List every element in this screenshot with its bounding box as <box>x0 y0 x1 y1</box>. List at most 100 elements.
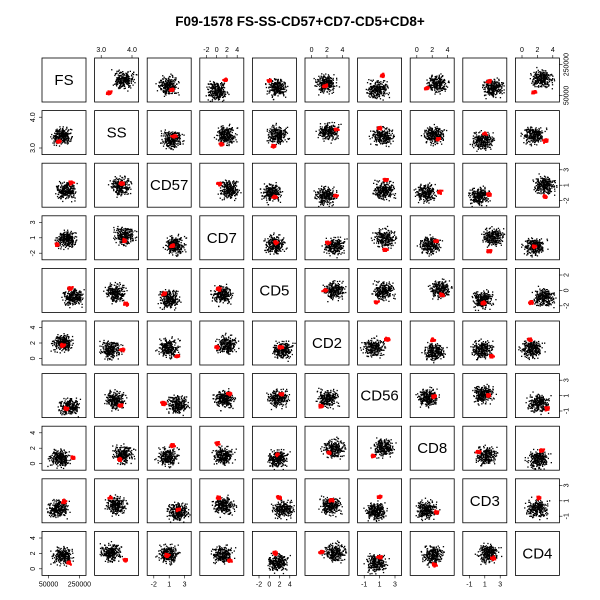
tick-label: 2 <box>30 341 37 345</box>
tick-label: -2 <box>563 197 570 203</box>
all-events-cloud <box>482 77 505 100</box>
cell-cd7-vs-cd2 <box>304 215 350 261</box>
panel-frame <box>304 267 350 313</box>
gated-events-cluster <box>531 90 538 95</box>
all-events-cloud <box>112 443 137 466</box>
all-events-cloud <box>46 498 71 520</box>
gated-events-cluster <box>480 300 487 306</box>
cell-cd5-vs-cd2 <box>304 267 350 313</box>
tick-label: 1 <box>167 581 171 588</box>
all-events-cloud <box>415 497 441 522</box>
panel-frame <box>462 110 508 155</box>
tick-label: 4 <box>446 47 450 54</box>
gated-events-cluster <box>439 292 445 298</box>
gated-events-cluster <box>168 87 175 92</box>
all-events-cloud <box>426 73 450 95</box>
panel-frame <box>515 215 560 261</box>
panel-frame <box>409 320 455 366</box>
gated-events-cluster <box>122 557 128 563</box>
panel-frame <box>409 267 455 313</box>
tick-label: 0 <box>310 47 314 54</box>
gated-events-cluster <box>222 77 228 82</box>
gated-events-cluster <box>318 549 325 555</box>
cell-fs-vs-cd8 <box>409 57 455 103</box>
panel-frame <box>146 425 192 471</box>
panel-frame <box>462 162 508 208</box>
tick-label: 1 <box>563 394 570 398</box>
all-events-cloud <box>532 173 558 196</box>
tick-label: 1 <box>483 581 487 588</box>
all-events-cloud <box>107 175 133 198</box>
gated-events-cluster <box>318 403 324 409</box>
cell-cd4-vs-cd56 <box>357 531 403 576</box>
gated-events-cluster <box>215 286 222 292</box>
cell-cd57-vs-cd3 <box>462 162 508 208</box>
cell-cd4-vs-cd5 <box>251 531 297 576</box>
panel-frame <box>409 531 455 576</box>
left-axis-cd2: 0 2 4 <box>30 326 42 360</box>
tick-label: 0 <box>267 581 271 588</box>
tick-label: 0 <box>215 47 219 54</box>
cell-cd7-vs-ss <box>94 215 139 261</box>
cell-ss-vs-fs <box>41 110 87 155</box>
top-axis-cd2: 0 2 4 <box>310 47 344 58</box>
cell-fs-vs-cd2 <box>304 57 350 103</box>
panel-frame <box>304 531 350 576</box>
gated-events-cluster <box>270 143 277 149</box>
cell-cd7-vs-cd4 <box>515 215 560 261</box>
tick-label: 0 <box>520 47 524 54</box>
panel-frame <box>357 267 403 313</box>
variable-label-cd56: CD56 <box>360 388 398 405</box>
all-events-cloud <box>524 448 552 471</box>
panel-frame <box>251 267 297 313</box>
cell-cd2-vs-cd2: CD2 <box>304 320 350 366</box>
cell-fs-vs-cd56 <box>357 57 403 103</box>
gated-events-cluster <box>61 498 68 505</box>
gated-events-cluster <box>54 242 60 247</box>
panel-frame <box>251 57 297 103</box>
tick-label: 2 <box>30 446 37 450</box>
matrix-cells: FS SS CD57 CD7 CD5 CD2 CD56 CD8 CD3 CD4 <box>41 57 560 576</box>
top-axis-cd8: 0 2 4 <box>415 47 450 58</box>
cell-cd5-vs-cd56 <box>357 267 403 313</box>
cell-cd3-vs-cd7 <box>199 478 245 524</box>
all-events-cloud <box>420 545 445 568</box>
tick-label: -1 <box>563 513 570 519</box>
cell-fs-vs-fs: FS <box>41 57 87 103</box>
cell-fs-vs-cd4 <box>515 57 560 103</box>
panel-frame <box>304 162 350 208</box>
bottom-axis-cd57: -2 1 3 <box>151 575 187 588</box>
gated-events-cluster <box>70 455 76 460</box>
panel-frame <box>357 425 403 471</box>
all-events-cloud <box>263 232 288 255</box>
panel-frame <box>94 478 139 524</box>
cell-cd56-vs-cd56: CD56 <box>357 373 403 419</box>
panel-frame <box>357 478 403 524</box>
tick-label: 3 <box>498 581 502 588</box>
panel-frame <box>94 162 139 208</box>
all-events-cloud <box>211 445 237 466</box>
all-events-cloud <box>47 448 72 470</box>
panel-frame <box>304 425 350 471</box>
all-events-cloud <box>166 501 191 523</box>
cell-cd5-vs-fs <box>41 267 87 313</box>
gated-events-cluster <box>214 441 221 447</box>
gated-events-cluster <box>544 406 550 412</box>
gated-events-cluster <box>430 337 437 343</box>
panel-frame <box>41 110 87 155</box>
gated-events-cluster <box>266 78 272 83</box>
gated-events-cluster <box>107 495 113 500</box>
left-axis-cd7: -2 1 3 <box>30 220 42 256</box>
panel-frame <box>409 215 455 261</box>
tick-label: 4 <box>30 536 37 540</box>
tick-label: -2 <box>256 581 262 588</box>
all-events-cloud <box>525 391 552 416</box>
gated-events-cluster <box>175 507 181 513</box>
gated-events-cluster <box>215 495 222 501</box>
panel-frame <box>515 320 560 366</box>
tick-label: 3.0 <box>30 143 37 153</box>
cell-cd5-vs-cd57 <box>146 267 192 313</box>
cell-cd56-vs-cd2 <box>304 373 350 419</box>
cell-ss-vs-cd7 <box>199 110 245 155</box>
tick-label: 4 <box>235 47 239 54</box>
